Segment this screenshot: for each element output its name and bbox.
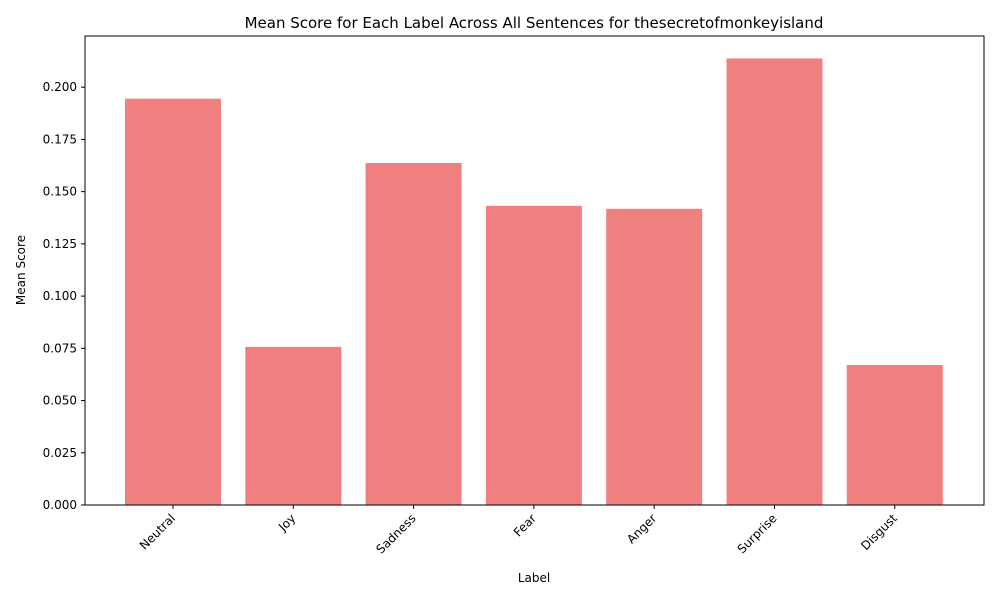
- y-tick-label: 0.075: [43, 341, 77, 355]
- y-axis: 0.000 0.025 0.050 0.075 0.100 0.125 0.150 0.175…: [43, 80, 85, 512]
- y-tick-label: 0.100: [43, 289, 77, 303]
- x-axis-label: Label: [518, 571, 550, 585]
- y-tick-label: 0.000: [43, 498, 77, 512]
- bar-disgust: [846, 365, 943, 505]
- x-tick-label: Fear: [511, 511, 539, 539]
- x-axis: Neutral Joy Sadness Fear Anger Surprise Disgus…: [137, 505, 900, 557]
- bars-group: [125, 58, 943, 506]
- bar-neutral: [125, 98, 221, 505]
- y-tick-label: 0.200: [43, 80, 77, 94]
- x-tick-label: Anger: [624, 511, 659, 546]
- bar-joy: [245, 346, 342, 505]
- bar-anger: [606, 208, 703, 506]
- x-tick-label: Neutral: [137, 511, 178, 552]
- y-tick-label: 0.125: [43, 237, 77, 251]
- bar-surprise: [726, 58, 823, 506]
- x-tick-label: Disgust: [858, 511, 900, 553]
- y-axis-label: Mean Score: [14, 235, 28, 305]
- chart-title: Mean Score for Each Label Across All Sen…: [245, 14, 824, 32]
- plot-frame: [84, 35, 985, 506]
- x-tick-label: Sadness: [373, 511, 418, 556]
- y-tick-label: 0.025: [43, 446, 77, 460]
- x-tick-label: Joy: [275, 511, 298, 534]
- y-tick-label: 0.050: [43, 394, 77, 408]
- y-tick-label: 0.175: [43, 132, 77, 146]
- y-tick-label: 0.150: [43, 185, 77, 199]
- x-tick-label: Surprise: [735, 511, 780, 556]
- bar-sadness: [365, 163, 462, 505]
- bar-fear: [485, 205, 582, 506]
